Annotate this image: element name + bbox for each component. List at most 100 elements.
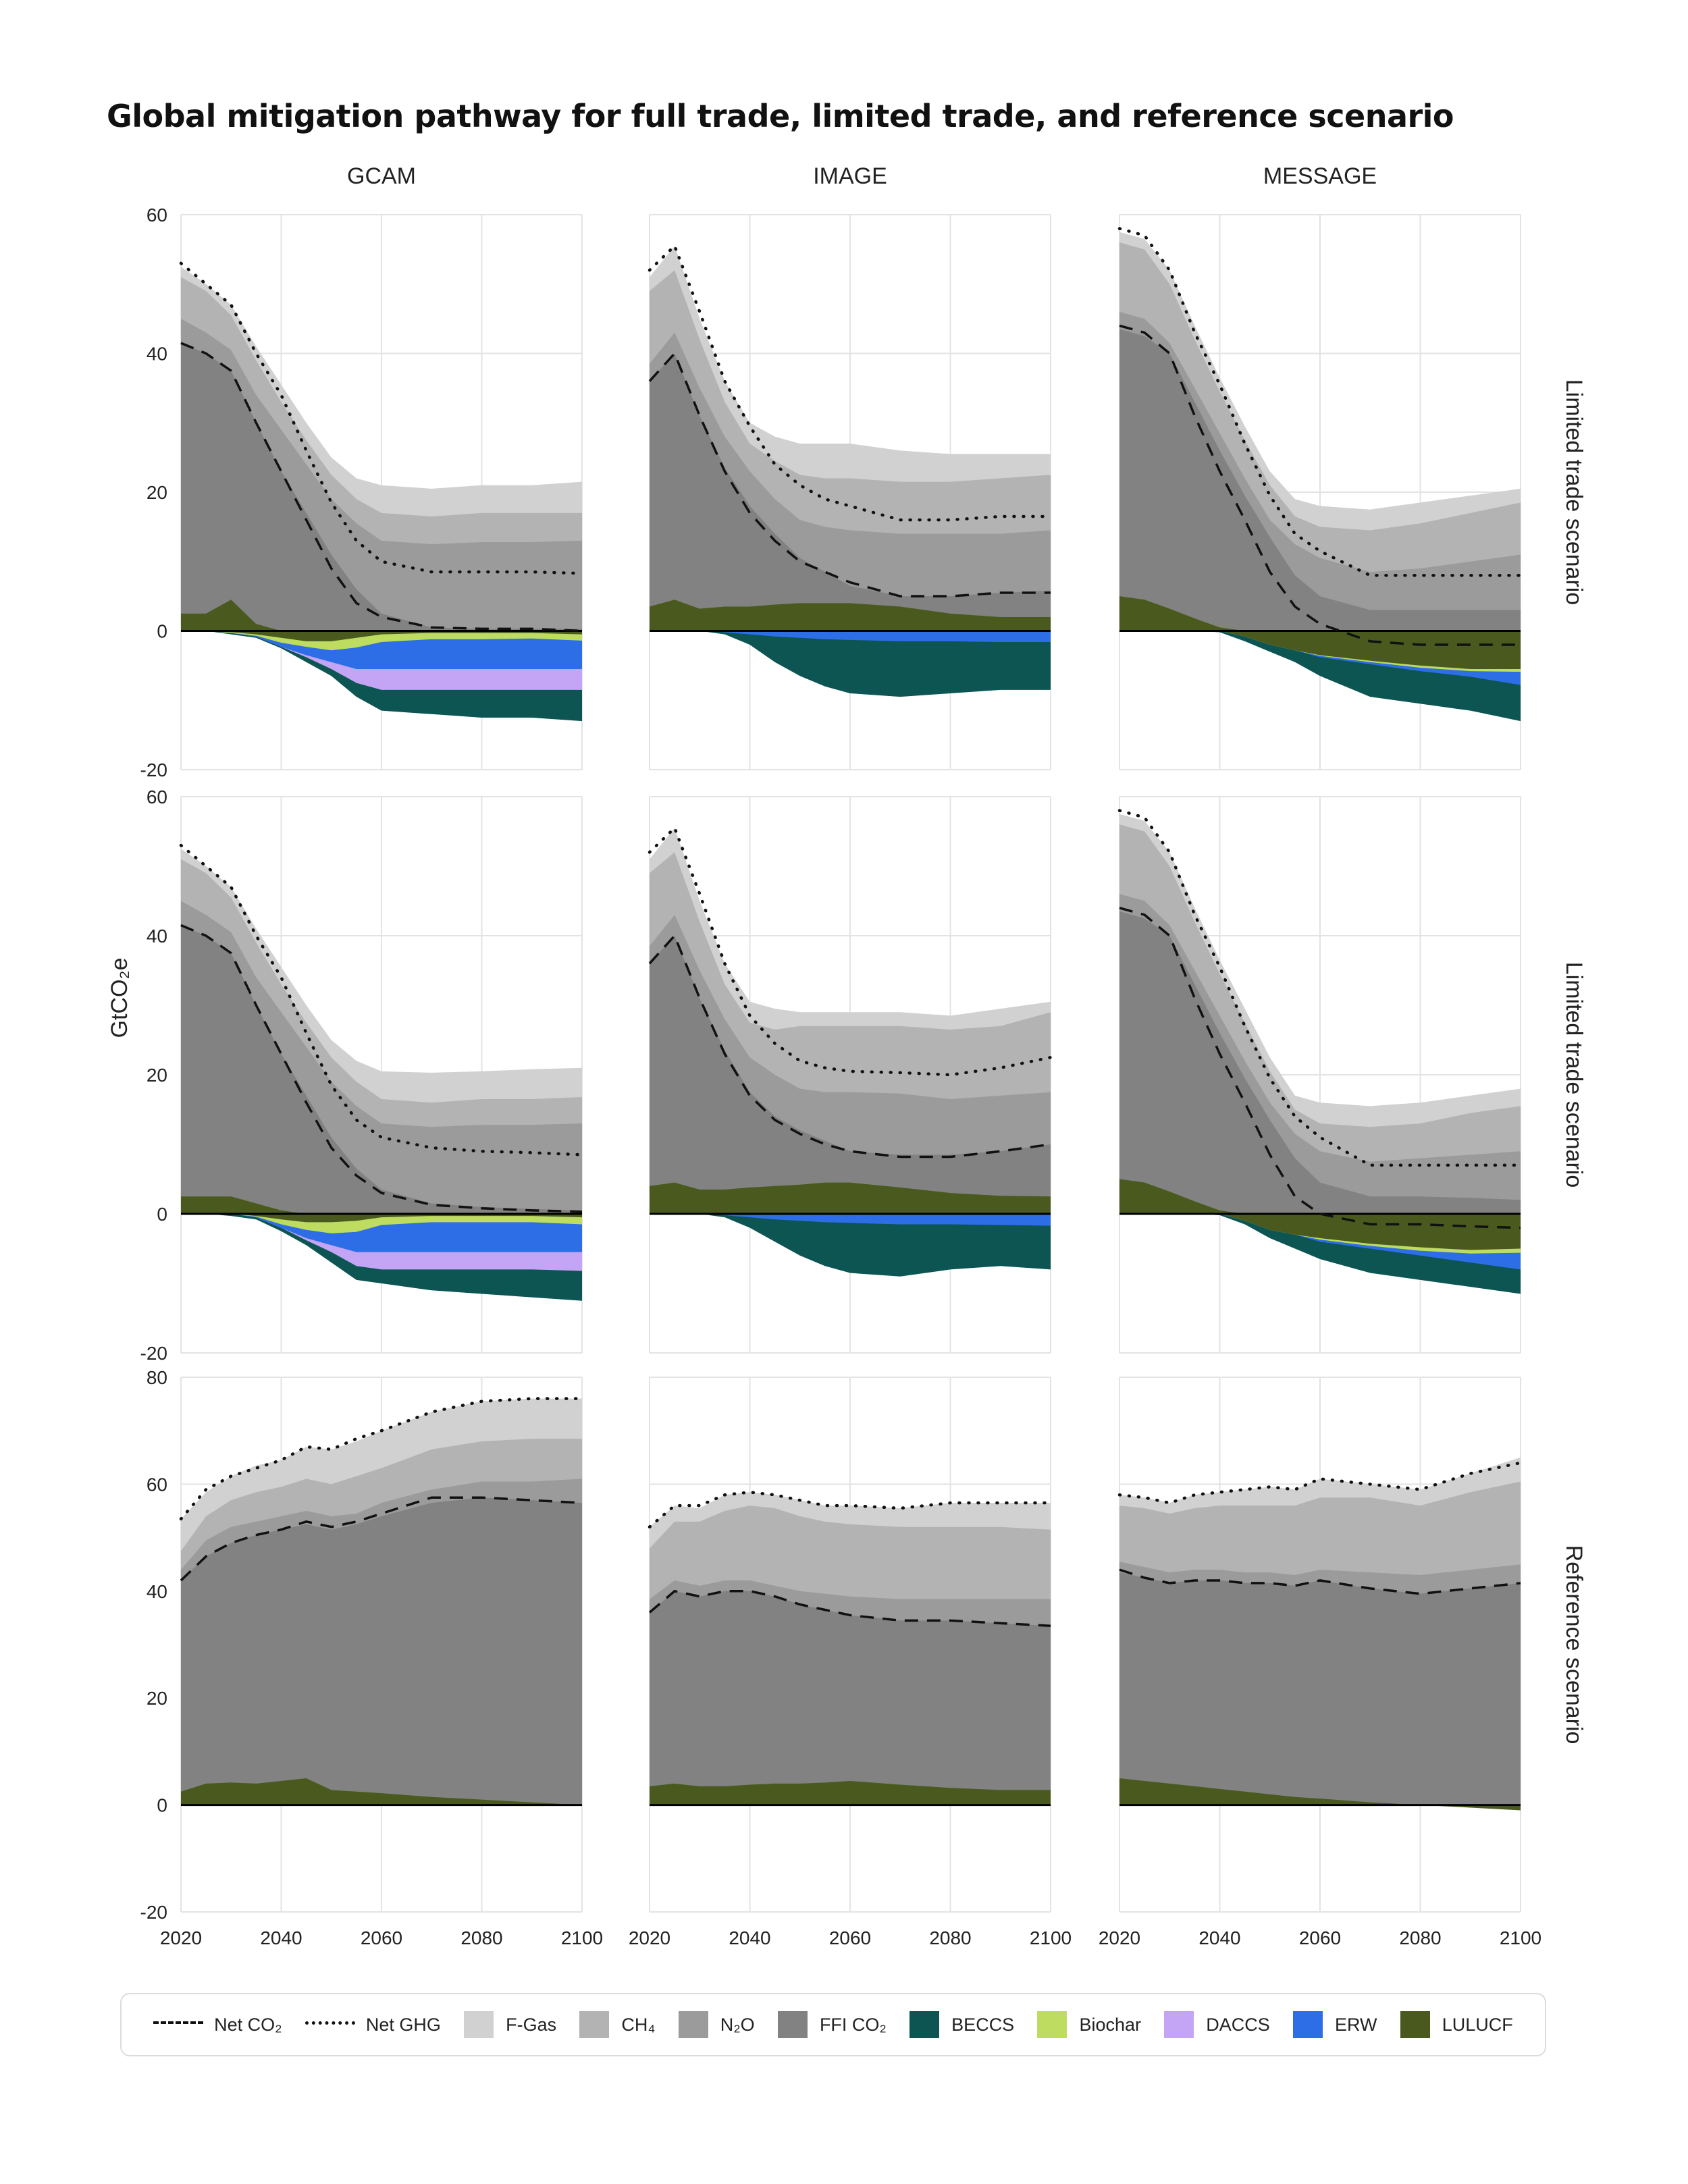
y-tick-label-0-r1: 0 — [157, 1204, 167, 1225]
column-title-message: MESSAGE — [1263, 163, 1377, 189]
legend-item-lulucf: LULUCF — [1400, 2011, 1513, 2038]
legend-item-ffi: FFI CO₂ — [777, 2011, 887, 2038]
x-tick-label-2100-c1: 2100 — [1030, 1927, 1072, 1948]
legend-swatch-lulucf — [1400, 2011, 1430, 2038]
y-tick-label-0-r2: 0 — [157, 1795, 167, 1816]
x-tick-label-2060-c0: 2060 — [361, 1927, 402, 1948]
net-co2-line-r2c1 — [648, 1589, 1051, 1628]
area-FFI-r0c0 — [181, 343, 582, 631]
legend-item-erw: ERW — [1293, 2011, 1377, 2038]
legend-item-biochar: Biochar — [1037, 2011, 1141, 2038]
legend-swatch-netghg — [305, 2021, 355, 2029]
legend-item-netco2: Net CO₂ — [153, 2015, 282, 2035]
legend-label: FFI CO₂ — [819, 2014, 887, 2035]
area-neg-ERW-r0c1 — [650, 631, 1051, 642]
area-FFI-r1c1 — [650, 936, 1051, 1214]
x-tick-label-2080-c1: 2080 — [929, 1927, 971, 1948]
column-title-image: IMAGE — [813, 163, 887, 189]
net-ghg-line-r2c1 — [648, 1491, 1053, 1529]
legend-label: Net GHG — [365, 2014, 441, 2035]
legend-swatch-ffi — [777, 2011, 808, 2038]
y-tick-label-0-r0: 0 — [157, 621, 167, 642]
x-tick-label-2060-c1: 2060 — [829, 1927, 871, 1948]
net-ghg-line-r2c0 — [179, 1397, 584, 1521]
net-co2-line-r0c2 — [1119, 324, 1521, 646]
legend-swatch-ch4 — [579, 2011, 610, 2038]
net-ghg-line-r1c1 — [648, 825, 1053, 1077]
area-FFI-r1c2 — [1119, 911, 1521, 1214]
legend-label: DACCS — [1206, 2014, 1270, 2035]
area-LULUCF-r0c2 — [1119, 596, 1521, 631]
x-tick-label-2040-c2: 2040 — [1198, 1927, 1240, 1948]
x-tick-label-2100-c0: 2100 — [561, 1927, 603, 1948]
net-ghg-line-r2c2 — [1117, 1461, 1523, 1505]
area-FFI-r1c0 — [181, 925, 582, 1214]
area-LULUCF-r2c1 — [650, 1780, 1051, 1805]
area-LULUCF-r1c0 — [181, 1196, 582, 1214]
net-ghg-line-r0c0 — [179, 261, 584, 575]
row-title-2: Reference scenario — [1561, 1545, 1587, 1744]
legend-item-daccs: DACCS — [1164, 2011, 1270, 2038]
area-LULUCF-r1c2 — [1119, 1179, 1521, 1214]
legend-swatch-n2o — [678, 2011, 708, 2038]
y-tick-label--20-r1: -20 — [140, 1343, 167, 1364]
x-tick-label-2040-c0: 2040 — [260, 1927, 302, 1948]
area-LULUCF-r1c1 — [650, 1182, 1051, 1214]
net-ghg-line-r0c1 — [648, 243, 1053, 522]
legend-swatch-erw — [1293, 2011, 1323, 2038]
legend-label: LULUCF — [1442, 2014, 1513, 2035]
y-tick-label-60-r1: 60 — [147, 787, 167, 807]
area-LULUCF-r0c0 — [181, 600, 582, 631]
area-neg-BECCS-r1c1 — [650, 1214, 1051, 1277]
row-title-0: Limited trade scenario — [1561, 379, 1587, 606]
legend-item-fgas: F-Gas — [464, 2011, 556, 2038]
net-co2-line-r2c2 — [1119, 1568, 1521, 1595]
legend-label: BECCS — [951, 2014, 1015, 2035]
x-tick-label-2100-c2: 2100 — [1500, 1927, 1541, 1948]
legend-swatch-daccs — [1164, 2011, 1194, 2038]
legend-label: Net CO₂ — [214, 2014, 282, 2035]
area-neg-LULUCF-r1c0 — [181, 1214, 582, 1223]
chart-title: Global mitigation pathway for full trade… — [107, 98, 1454, 134]
legend-label: Biochar — [1079, 2014, 1141, 2035]
area-neg-LULUCF-r0c2 — [1119, 631, 1521, 670]
net-co2-line-r1c0 — [180, 924, 583, 1213]
y-tick-label-60-r0: 60 — [147, 205, 167, 225]
legend-swatch-netco2 — [153, 2021, 204, 2028]
legend-label: CH₄ — [621, 2014, 656, 2035]
area-LULUCF-r2c2 — [1119, 1778, 1521, 1805]
x-tick-label-2080-c2: 2080 — [1399, 1927, 1441, 1948]
area-FFI-r2c0 — [181, 1497, 582, 1805]
y-tick-label-40-r0: 40 — [147, 344, 167, 365]
column-title-gcam: GCAM — [347, 163, 416, 189]
y-tick-label--20-r2: -20 — [140, 1902, 167, 1923]
area-neg-ERW-r1c1 — [650, 1214, 1051, 1226]
y-tick-label-40-r1: 40 — [147, 926, 167, 947]
legend-label: F-Gas — [506, 2014, 557, 2035]
y-tick-label-20-r0: 20 — [147, 482, 167, 503]
x-tick-label-2020-c0: 2020 — [160, 1927, 202, 1948]
net-ghg-line-r1c0 — [179, 843, 584, 1156]
y-axis-label: GtCO₂e — [107, 958, 132, 1038]
legend-item-ch4: CH₄ — [579, 2011, 655, 2038]
legend-label: N₂O — [720, 2014, 755, 2035]
area-FFI-r0c1 — [650, 353, 1051, 631]
y-tick-label-80-r2: 80 — [147, 1367, 167, 1388]
legend-item-netghg: Net GHG — [305, 2015, 441, 2035]
x-tick-label-2060-c2: 2060 — [1299, 1927, 1341, 1948]
area-LULUCF-r2c0 — [181, 1778, 582, 1805]
net-co2-line-r1c1 — [648, 933, 1051, 1158]
legend-swatch-beccs — [909, 2011, 940, 2038]
y-tick-label-20-r2: 20 — [147, 1688, 167, 1709]
legend-item-n2o: N₂O — [678, 2011, 755, 2038]
y-tick-label-60-r2: 60 — [147, 1474, 167, 1495]
x-tick-label-2040-c1: 2040 — [729, 1927, 770, 1948]
net-co2-line-r2c0 — [180, 1496, 583, 1582]
legend-label: ERW — [1335, 2014, 1377, 2035]
area-FFI-r2c1 — [650, 1591, 1051, 1805]
x-tick-label-2020-c1: 2020 — [629, 1927, 670, 1948]
x-tick-label-2080-c0: 2080 — [460, 1927, 502, 1948]
y-tick-label-40-r2: 40 — [147, 1581, 167, 1602]
row-title-1: Limited trade scenario — [1561, 962, 1587, 1188]
